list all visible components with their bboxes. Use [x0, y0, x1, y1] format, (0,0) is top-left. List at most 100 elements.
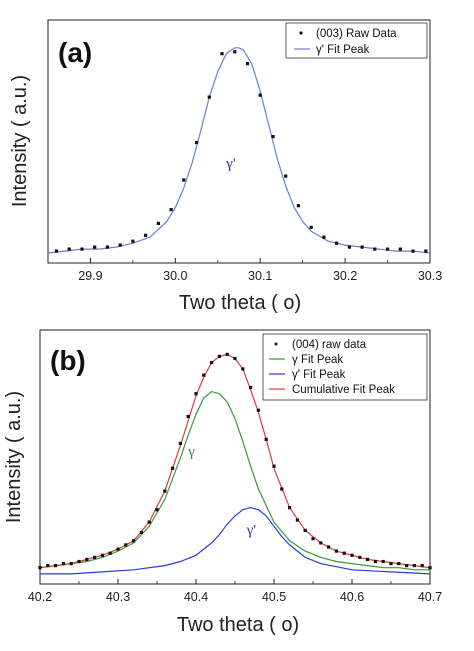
- data-point-b: [256, 408, 260, 412]
- data-point-a: [131, 239, 135, 243]
- data-point-a: [118, 243, 122, 247]
- data-point-b: [303, 528, 307, 532]
- data-point-a: [207, 95, 211, 99]
- data-point-a: [296, 204, 300, 208]
- gamma-prime-annotation-a: γ': [225, 156, 236, 172]
- gamma-annotation-b: γ: [187, 444, 195, 460]
- data-point-b: [233, 356, 237, 361]
- x-axis-label-a: Two theta ( o): [179, 292, 301, 314]
- x-tick-label-b: 40.5: [262, 590, 286, 604]
- panel-b: 40.2 40.3 40.4 40.5 40.6 40.7 (b) γ γ' Intens…: [3, 329, 442, 636]
- legend-box-b: [262, 333, 428, 401]
- data-point-b: [178, 441, 182, 445]
- data-point-a: [93, 245, 97, 249]
- data-point-b: [147, 520, 151, 524]
- data-point-b: [163, 489, 167, 493]
- legend-label-gamma-prime-b: γ' Fit Peak: [292, 369, 346, 381]
- data-point-a: [182, 178, 186, 182]
- x-tick-label-b: 40.7: [418, 590, 442, 604]
- data-point-b: [93, 555, 97, 559]
- data-point-b: [327, 545, 331, 549]
- data-point-b: [186, 414, 190, 419]
- data-point-b: [342, 551, 346, 555]
- legend-label-cumulative-b: Cumulative Fit Peak: [292, 384, 395, 396]
- y-axis-label-a: Intensity ( a.u.): [9, 75, 31, 207]
- x-tick-label-a: 29.9: [78, 269, 102, 283]
- data-point-a: [335, 241, 339, 245]
- x-tick-label-b: 40.4: [184, 590, 208, 604]
- data-point-b: [100, 553, 104, 557]
- data-point-a: [373, 247, 377, 251]
- plot-frame-a: [47, 19, 431, 264]
- data-point-b: [288, 506, 292, 510]
- data-point-b: [139, 530, 143, 535]
- data-point-b: [241, 367, 245, 371]
- x-tick-label-a: 30.1: [248, 269, 272, 283]
- data-point-a: [258, 93, 262, 97]
- data-point-b: [272, 464, 276, 468]
- panel-a: 29.9 30.0 30.1 30.2 30.3 (a) γ' Intensity ( …: [9, 19, 442, 314]
- panel-label-b: (b): [50, 345, 86, 376]
- data-point-a: [80, 247, 84, 251]
- data-point-b: [428, 566, 432, 570]
- data-point-b: [389, 562, 393, 566]
- legend-label-gamma-b: γ Fit Peak: [292, 354, 343, 366]
- data-point-a: [284, 174, 288, 178]
- data-point-a: [195, 140, 199, 145]
- y-axis-label-b: Intensity ( a.u.): [3, 391, 25, 523]
- data-point-a: [233, 50, 237, 54]
- data-point-b: [295, 518, 299, 522]
- x-tick-label-b: 40.6: [340, 590, 364, 604]
- data-point-a: [67, 247, 71, 251]
- data-point-a: [271, 135, 275, 139]
- data-point-b: [280, 487, 284, 491]
- data-point-a: [156, 221, 160, 225]
- data-point-b: [373, 559, 377, 564]
- data-point-b: [46, 564, 50, 568]
- series-group-b: [38, 352, 432, 575]
- data-point-b: [54, 564, 58, 568]
- data-point-b: [319, 541, 323, 545]
- series-line-b: [40, 506, 431, 575]
- data-point-b: [397, 562, 401, 566]
- legend-marker-raw-a: [299, 31, 303, 35]
- data-point-b: [194, 392, 198, 396]
- data-point-b: [124, 543, 128, 547]
- data-point-a: [245, 62, 250, 66]
- x-tick-label-a: 30.2: [333, 269, 357, 283]
- x-tick-label-b: 40.3: [106, 590, 130, 604]
- series-line-a: [47, 47, 431, 254]
- data-point-b: [381, 559, 385, 564]
- legend-b: (004) raw data γ Fit Peak γ' Fit Peak Cu…: [262, 333, 428, 401]
- legend-box-a: [285, 22, 428, 59]
- gamma-prime-annotation-b: γ': [246, 523, 257, 539]
- x-tick-label-a: 30.0: [163, 269, 187, 283]
- data-point-a: [386, 247, 390, 251]
- data-point-b: [249, 385, 253, 390]
- data-point-b: [264, 437, 268, 441]
- data-point-a: [220, 52, 224, 56]
- data-point-a: [347, 245, 351, 249]
- data-point-b: [405, 564, 409, 568]
- data-point-b: [85, 557, 89, 561]
- data-point-b: [61, 562, 65, 566]
- data-point-a: [411, 249, 415, 253]
- data-point-b: [412, 564, 416, 568]
- data-point-b: [155, 508, 159, 512]
- data-point-b: [69, 562, 73, 566]
- legend-label-raw-a: (003) Raw Data: [316, 28, 397, 40]
- data-point-b: [202, 373, 206, 377]
- x-axis-label-b: Two theta ( o): [177, 614, 299, 636]
- data-point-b: [210, 361, 214, 365]
- data-point-a: [309, 225, 313, 229]
- data-point-b: [108, 551, 112, 555]
- data-point-a: [169, 208, 173, 212]
- data-point-b: [38, 566, 42, 570]
- data-point-b: [311, 537, 315, 541]
- data-point-b: [217, 354, 221, 358]
- data-point-b: [171, 466, 175, 470]
- series-line-b: [39, 390, 430, 571]
- data-point-b: [366, 557, 370, 561]
- data-point-b: [116, 547, 120, 551]
- data-point-b: [77, 559, 81, 564]
